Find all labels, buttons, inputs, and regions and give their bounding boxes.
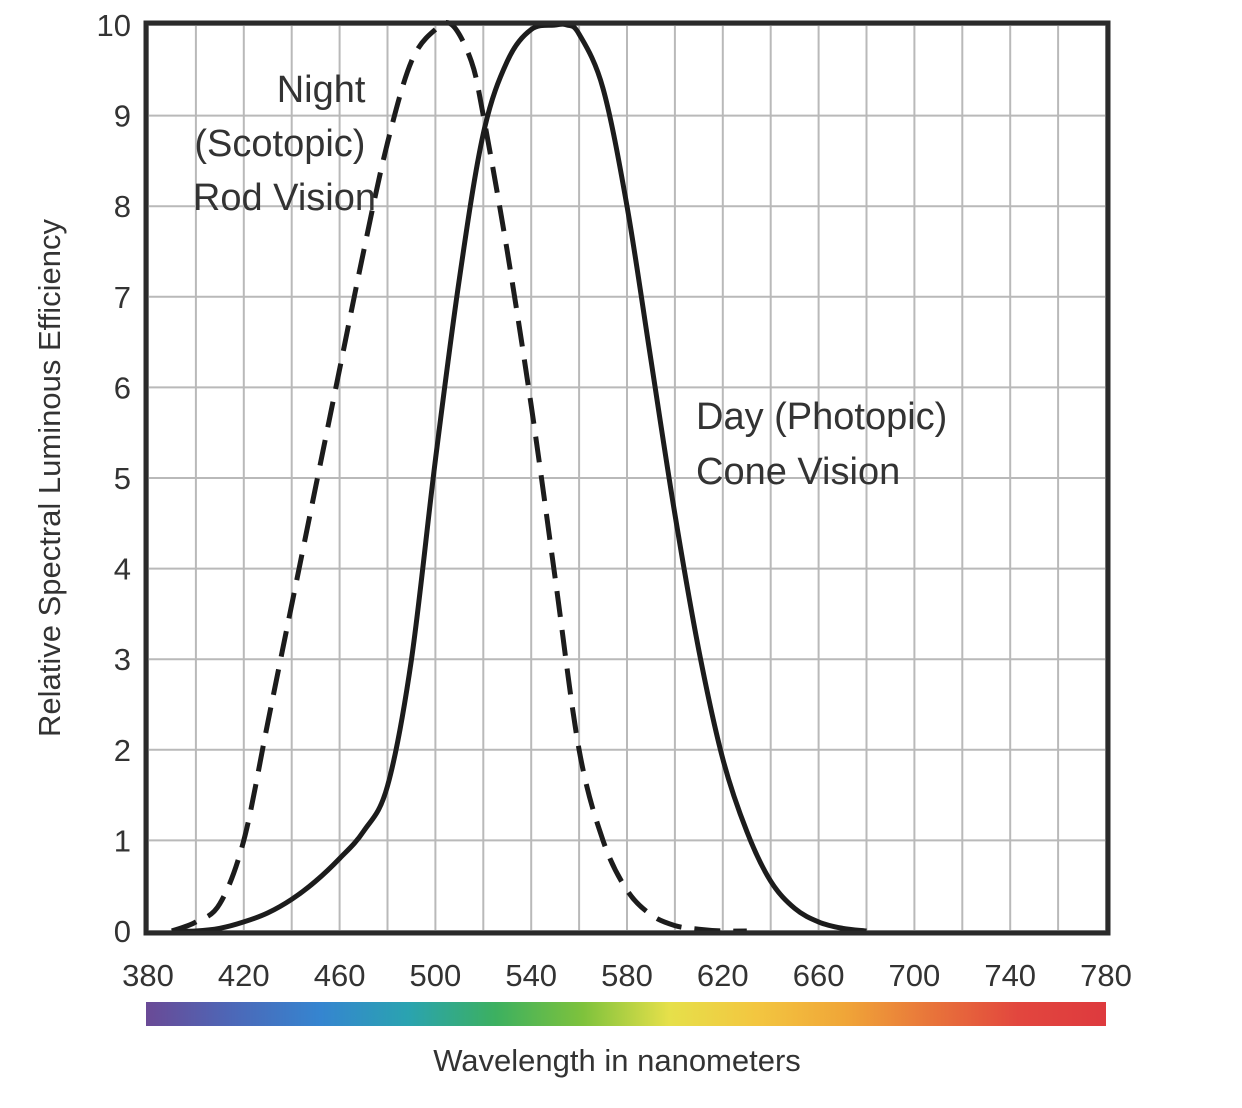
- gridlines: [147, 24, 1107, 932]
- y-tick-label: 10: [97, 8, 131, 43]
- y-tick-label: 4: [114, 552, 131, 587]
- series-line-day-photopic: [171, 21, 867, 934]
- plot-frame: [143, 20, 1111, 936]
- y-tick-label: 5: [114, 461, 131, 496]
- y-tick-label: 3: [114, 642, 131, 677]
- x-tick-label: 620: [697, 958, 749, 993]
- y-tick-label: 2: [114, 733, 131, 768]
- x-tick-label: 500: [410, 958, 462, 993]
- x-tick-label: 580: [601, 958, 653, 993]
- x-axis-label: Wavelength in nanometers: [433, 1043, 801, 1078]
- night-annotation-line-3: Rod Vision: [193, 177, 376, 219]
- day-annotation-line-2: Cone Vision: [696, 451, 900, 493]
- y-tick-labels: 0 1 2 3 4 5 6 7 8 9 10: [97, 8, 131, 949]
- y-tick-label: 9: [114, 99, 131, 134]
- visible-spectrum-bar: [146, 1002, 1106, 1026]
- x-tick-label: 700: [889, 958, 941, 993]
- night-annotation: Night (Scotopic) Rod Vision: [193, 69, 376, 219]
- x-tick-label: 380: [122, 958, 174, 993]
- y-tick-label: 7: [114, 280, 131, 315]
- y-tick-label: 0: [114, 914, 131, 949]
- day-annotation: Day (Photopic) Cone Vision: [696, 396, 958, 493]
- x-tick-label: 660: [793, 958, 845, 993]
- series-line-night-scotopic: [171, 20, 747, 934]
- day-annotation-line-1: Day (Photopic): [696, 396, 947, 438]
- y-tick-label: 8: [114, 189, 131, 224]
- y-tick-label: 6: [114, 370, 131, 405]
- y-tick-label: 1: [114, 823, 131, 858]
- x-tick-label: 780: [1080, 958, 1132, 993]
- night-annotation-line-1: Night: [277, 69, 366, 111]
- y-axis-label: Relative Spectral Luminous Efficiency: [32, 218, 67, 737]
- x-tick-label: 420: [218, 958, 270, 993]
- curves: [171, 20, 867, 934]
- x-tick-label: 540: [505, 958, 557, 993]
- x-tick-label: 460: [314, 958, 366, 993]
- night-annotation-line-2: (Scotopic): [194, 123, 365, 165]
- x-tick-labels: 380 420 460 500 540 580 620 660 700 740 780: [122, 958, 1132, 993]
- x-tick-label: 740: [984, 958, 1036, 993]
